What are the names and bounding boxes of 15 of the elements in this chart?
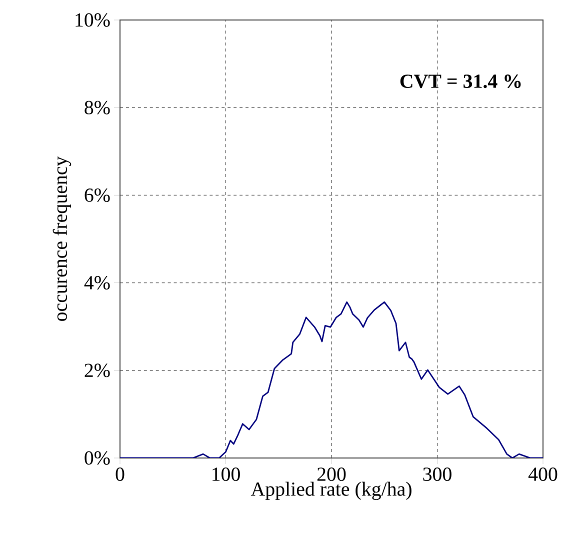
x-tick-label: 200 [317, 468, 346, 481]
x-tick-label: 0 [116, 468, 124, 481]
annotation: CVT = 31.4 % [400, 74, 521, 88]
x-axis-title: Applied rate (kg/ha) [250, 482, 412, 500]
y-tick-label: 8% [84, 100, 110, 114]
y-tick-label: 2% [84, 364, 110, 378]
y-tick-label: 10% [76, 13, 110, 27]
y-tick-label: 6% [84, 188, 110, 202]
x-tick-label: 300 [423, 468, 452, 481]
y-tick-label: 0% [84, 451, 110, 465]
y-axis-title: occurence frequency [52, 156, 72, 321]
line-series [120, 301, 544, 458]
x-tick-label: 100 [212, 468, 240, 481]
y-tick-label: 4% [84, 276, 110, 290]
x-tick-label: 400 [528, 468, 558, 481]
